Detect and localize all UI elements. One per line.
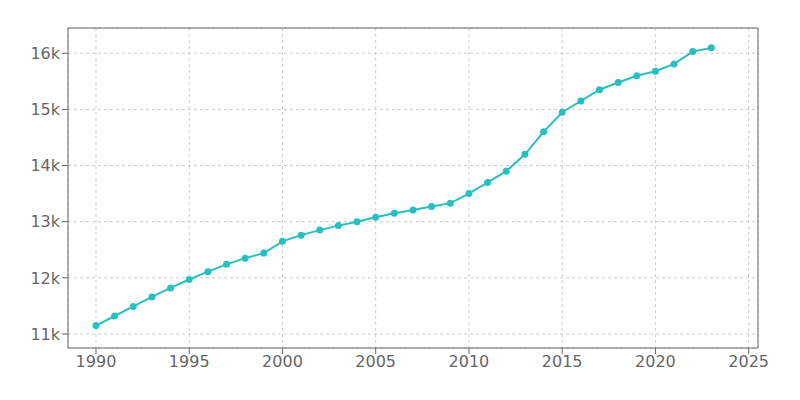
svg-text:1990: 1990 bbox=[76, 352, 117, 371]
svg-text:2010: 2010 bbox=[449, 352, 490, 371]
svg-text:1995: 1995 bbox=[169, 352, 210, 371]
svg-text:16k: 16k bbox=[30, 44, 60, 63]
svg-text:15k: 15k bbox=[30, 100, 60, 119]
svg-text:11k: 11k bbox=[30, 325, 60, 344]
svg-text:2025: 2025 bbox=[728, 352, 769, 371]
svg-text:2000: 2000 bbox=[262, 352, 303, 371]
svg-text:12k: 12k bbox=[30, 269, 60, 288]
svg-text:13k: 13k bbox=[30, 212, 60, 231]
svg-text:2015: 2015 bbox=[542, 352, 583, 371]
svg-text:2020: 2020 bbox=[635, 352, 676, 371]
svg-text:2005: 2005 bbox=[355, 352, 396, 371]
svg-text:14k: 14k bbox=[30, 156, 60, 175]
